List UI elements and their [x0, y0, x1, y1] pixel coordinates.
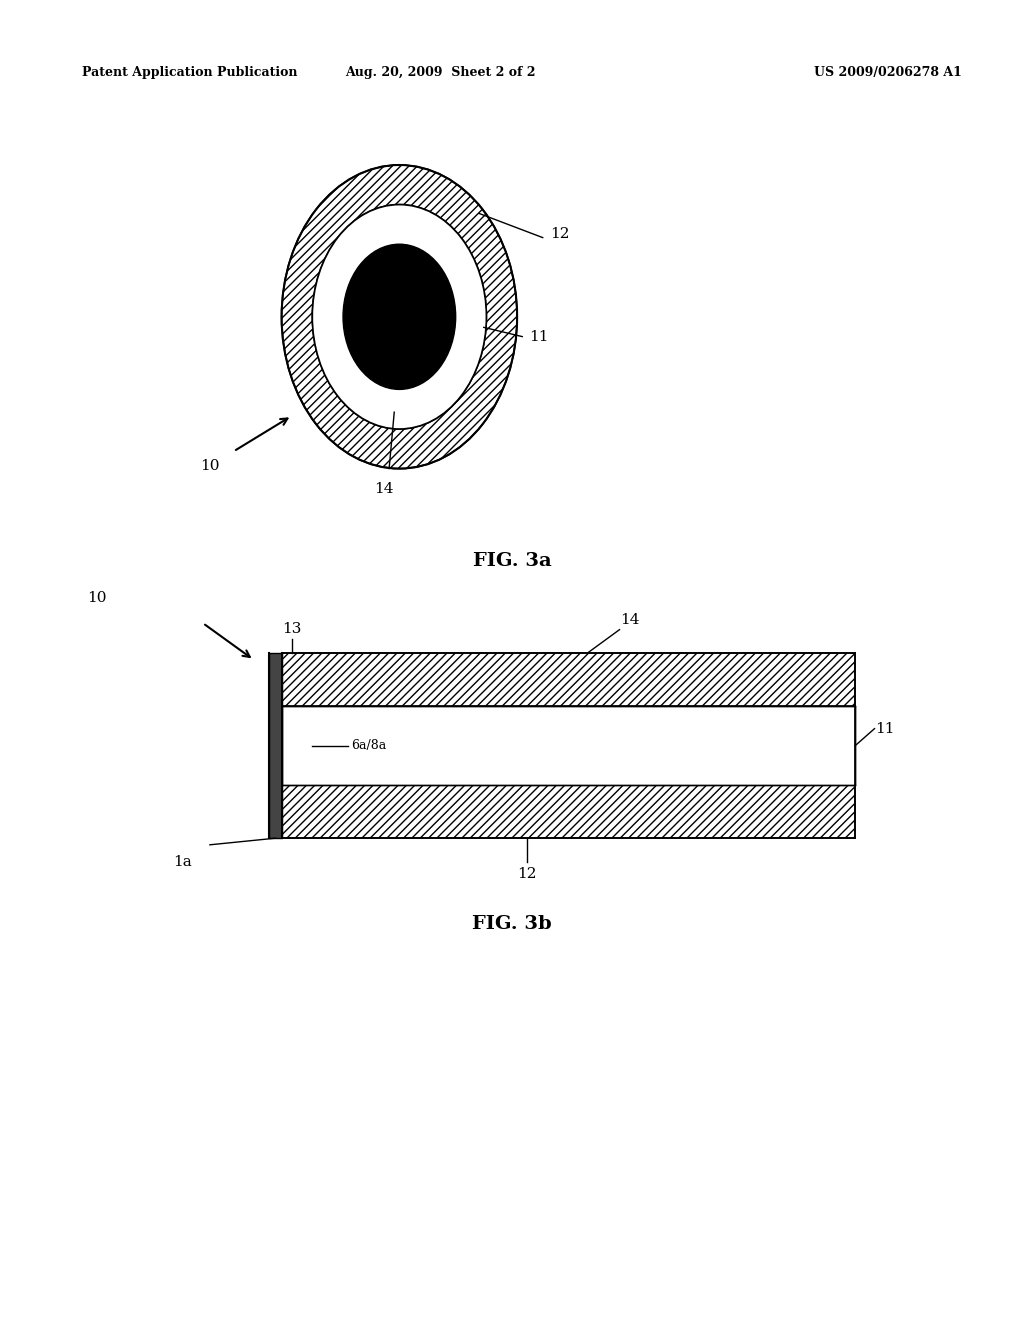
Text: 10: 10 [87, 590, 106, 605]
Text: FIG. 3a: FIG. 3a [473, 552, 551, 570]
Text: 11: 11 [529, 330, 549, 343]
Bar [282, 653, 855, 706]
Text: 6a/8a: 6a/8a [351, 739, 386, 752]
Text: Patent Application Publication: Patent Application Publication [82, 66, 297, 79]
Text: Aug. 20, 2009  Sheet 2 of 2: Aug. 20, 2009 Sheet 2 of 2 [345, 66, 536, 79]
Bar [269, 653, 282, 838]
Text: FIG. 3b: FIG. 3b [472, 915, 552, 933]
Text: 12: 12 [517, 867, 538, 882]
Bar [282, 706, 855, 785]
Circle shape [312, 205, 486, 429]
Text: 14: 14 [374, 482, 394, 496]
Text: 11: 11 [876, 722, 895, 735]
Text: US 2009/0206278 A1: US 2009/0206278 A1 [814, 66, 962, 79]
Text: 14: 14 [620, 612, 640, 627]
Circle shape [343, 244, 456, 389]
Text: 10: 10 [200, 459, 219, 474]
Text: 13: 13 [283, 622, 301, 636]
Text: 1a: 1a [173, 855, 191, 870]
Bar [282, 785, 855, 838]
Text: 12: 12 [550, 227, 569, 240]
